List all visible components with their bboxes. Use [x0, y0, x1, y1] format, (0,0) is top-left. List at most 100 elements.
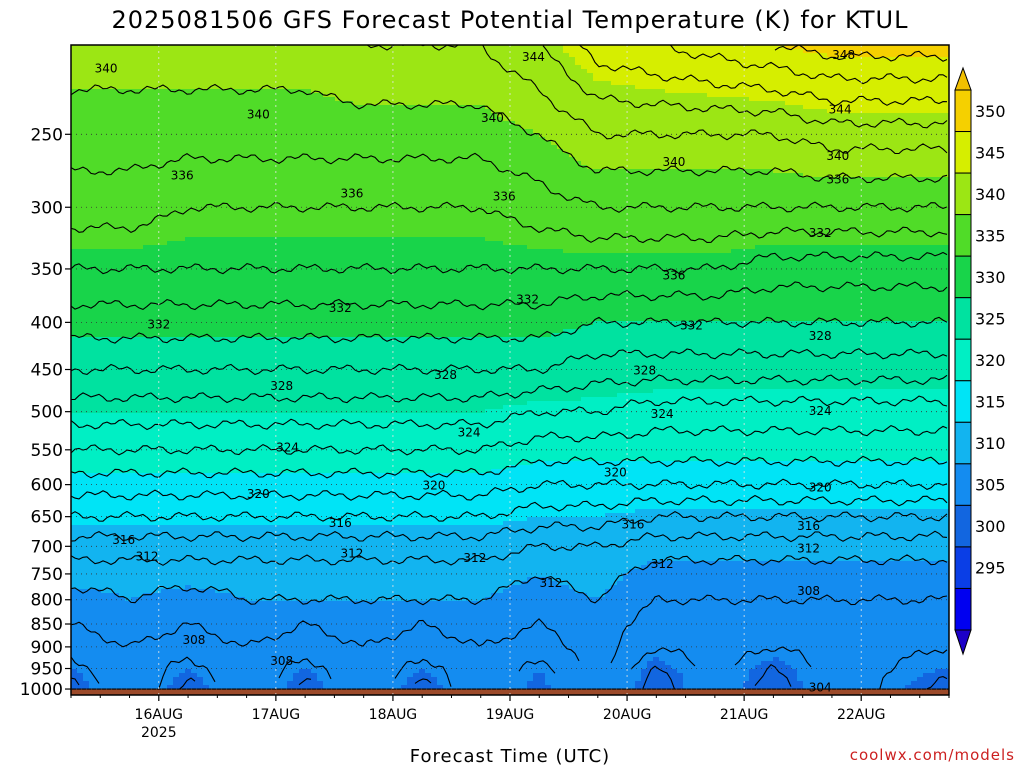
field-cell — [83, 105, 90, 110]
field-cell — [329, 149, 336, 154]
field-cell — [479, 161, 486, 166]
field-cell — [827, 129, 834, 134]
field-cell — [155, 49, 162, 54]
field-cell — [569, 129, 576, 134]
field-cell — [227, 145, 234, 150]
field-cell — [731, 101, 738, 106]
field-cell — [155, 125, 162, 130]
field-cell — [749, 145, 756, 150]
field-cell — [257, 177, 264, 182]
field-cell — [269, 81, 276, 86]
field-cell — [323, 105, 330, 110]
field-cell — [209, 73, 216, 78]
field-cell — [329, 133, 336, 138]
field-cell — [239, 69, 246, 74]
field-cell — [899, 165, 906, 170]
field-cell — [869, 129, 876, 134]
field-cell — [863, 89, 870, 94]
field-cell — [329, 73, 336, 78]
field-cell — [395, 57, 402, 62]
field-cell — [935, 129, 942, 134]
field-cell — [863, 113, 870, 118]
field-cell — [185, 161, 192, 166]
field-cell — [449, 177, 456, 182]
field-cell — [551, 177, 558, 182]
field-cell — [629, 125, 636, 130]
field-cell — [107, 149, 114, 154]
field-cell — [323, 65, 330, 70]
field-cell — [239, 141, 246, 146]
field-cell — [845, 137, 852, 142]
field-cell — [635, 177, 642, 182]
field-cell — [779, 61, 786, 66]
field-cell — [605, 129, 612, 134]
field-cell — [641, 97, 648, 102]
field-cell — [719, 161, 726, 166]
field-cell — [425, 141, 432, 146]
field-cell — [767, 57, 774, 62]
field-cell — [119, 77, 126, 82]
field-cell — [803, 97, 810, 102]
field-cell — [917, 133, 924, 138]
field-cell — [149, 177, 156, 182]
field-cell — [899, 57, 906, 62]
field-cell — [77, 81, 84, 86]
field-cell — [881, 165, 888, 170]
field-cell — [83, 129, 90, 134]
field-cell — [353, 141, 360, 146]
field-cell — [617, 81, 624, 86]
field-cell — [545, 61, 552, 66]
field-cell — [215, 101, 222, 106]
field-cell — [167, 73, 174, 78]
field-cell — [197, 121, 204, 126]
field-cell — [575, 125, 582, 130]
field-cell — [593, 49, 600, 54]
field-cell — [89, 153, 96, 158]
field-cell — [143, 97, 150, 102]
field-cell — [623, 137, 630, 142]
field-cell — [203, 125, 210, 130]
field-cell — [881, 89, 888, 94]
field-cell — [245, 85, 252, 90]
field-cell — [587, 81, 594, 86]
field-cell — [431, 145, 438, 150]
field-cell — [449, 129, 456, 134]
field-cell — [173, 93, 180, 98]
field-cell — [467, 117, 474, 122]
field-cell — [131, 81, 138, 86]
field-cell — [449, 149, 456, 154]
field-cell — [713, 161, 720, 166]
field-cell — [587, 73, 594, 78]
field-cell — [383, 69, 390, 74]
field-cell — [581, 145, 588, 150]
field-cell — [767, 65, 774, 70]
field-cell — [467, 109, 474, 114]
field-cell — [695, 157, 702, 162]
field-cell — [479, 97, 486, 102]
field-cell — [863, 165, 870, 170]
field-cell — [251, 49, 258, 54]
field-cell — [287, 165, 294, 170]
field-cell — [857, 157, 864, 162]
field-cell — [653, 97, 660, 102]
field-cell — [341, 73, 348, 78]
field-cell — [923, 85, 930, 90]
field-cell — [467, 145, 474, 150]
field-cell — [371, 165, 378, 170]
field-cell — [899, 133, 906, 138]
field-cell — [365, 65, 372, 70]
field-cell — [779, 77, 786, 82]
field-cell — [749, 89, 756, 94]
field-cell — [539, 129, 546, 134]
field-cell — [593, 81, 600, 86]
field-cell — [515, 49, 522, 54]
field-cell — [113, 77, 120, 82]
field-cell — [653, 81, 660, 86]
field-cell — [71, 125, 78, 130]
field-cell — [713, 65, 720, 70]
field-cell — [323, 113, 330, 118]
field-cell — [641, 177, 648, 182]
field-cell — [149, 93, 156, 98]
field-cell — [779, 85, 786, 90]
field-cell — [719, 49, 726, 54]
